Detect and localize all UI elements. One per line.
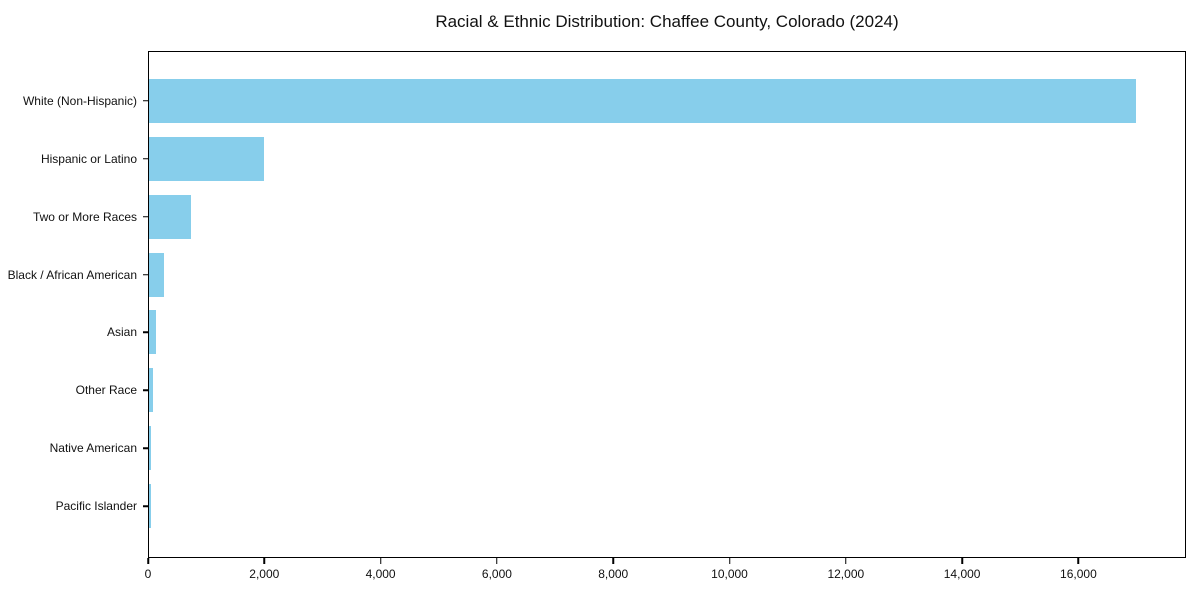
y-tick (143, 100, 149, 102)
x-tick (845, 558, 847, 564)
bar (149, 310, 156, 355)
y-axis-label: Native American (49, 441, 137, 456)
x-tick-label: 12,000 (827, 567, 865, 581)
bar-row: Other Race (76, 361, 1185, 419)
x-tick-label: 16,000 (1060, 567, 1097, 581)
x-tick-label: 10,000 (711, 567, 748, 581)
y-axis-label: Two or More Races (32, 209, 137, 224)
x-tick (379, 558, 382, 564)
x-tick (496, 558, 498, 564)
bar-row: Native American (50, 419, 1185, 477)
bar-row: Pacific Islander (56, 477, 1185, 535)
x-tick (612, 558, 614, 564)
y-axis-label: Asian (106, 325, 137, 340)
bar (149, 136, 264, 181)
y-tick (143, 505, 149, 507)
bar (149, 252, 164, 297)
chart-title: Racial & Ethnic Distribution: Chaffee Co… (435, 12, 899, 31)
y-tick (143, 389, 149, 392)
y-axis-label: Hispanic or Latino (40, 151, 137, 166)
x-tick (961, 558, 963, 564)
x-tick (728, 558, 731, 564)
y-axis-label: White (Non-Hispanic) (22, 93, 137, 108)
plot-area: White (Non-Hispanic) Hispanic or Latino Tw… (8, 51, 1186, 558)
bars-container: White (Non-Hispanic) Hispanic or Latino Tw… (8, 52, 1185, 557)
y-axis-label: Black / African American (7, 267, 137, 282)
bar (149, 368, 153, 413)
x-axis: 0 2,000 4,000 6,000 8,000 10,000 12,000 14,000 1… (144, 558, 1186, 598)
bar-row: Hispanic or Latino (41, 130, 1185, 188)
y-tick (143, 158, 149, 160)
bar (149, 484, 151, 529)
x-tick (1077, 558, 1080, 564)
x-tick (263, 558, 266, 564)
x-tick-label: 14,000 (943, 567, 981, 581)
x-tick-label: 0 (144, 567, 152, 581)
x-tick-label: 4,000 (365, 567, 396, 581)
bar-row: Asian (107, 304, 1185, 362)
bar-row: Black / African American (8, 246, 1185, 304)
bar (149, 78, 1136, 123)
bar-row: White (Non-Hispanic) (23, 72, 1185, 130)
y-axis-label: Pacific Islander (55, 499, 137, 514)
x-tick-label: 6,000 (481, 567, 512, 581)
bar (149, 194, 191, 239)
y-tick (143, 215, 149, 218)
y-tick (143, 273, 149, 276)
y-tick (143, 447, 149, 449)
x-tick (147, 558, 149, 564)
bar (149, 426, 152, 471)
bar-row: Two or More Races (33, 188, 1185, 246)
x-tick-label: 8,000 (598, 567, 629, 581)
x-tick-label: 2,000 (249, 567, 280, 581)
y-axis-label: Other Race (75, 383, 137, 398)
y-tick (143, 331, 149, 334)
